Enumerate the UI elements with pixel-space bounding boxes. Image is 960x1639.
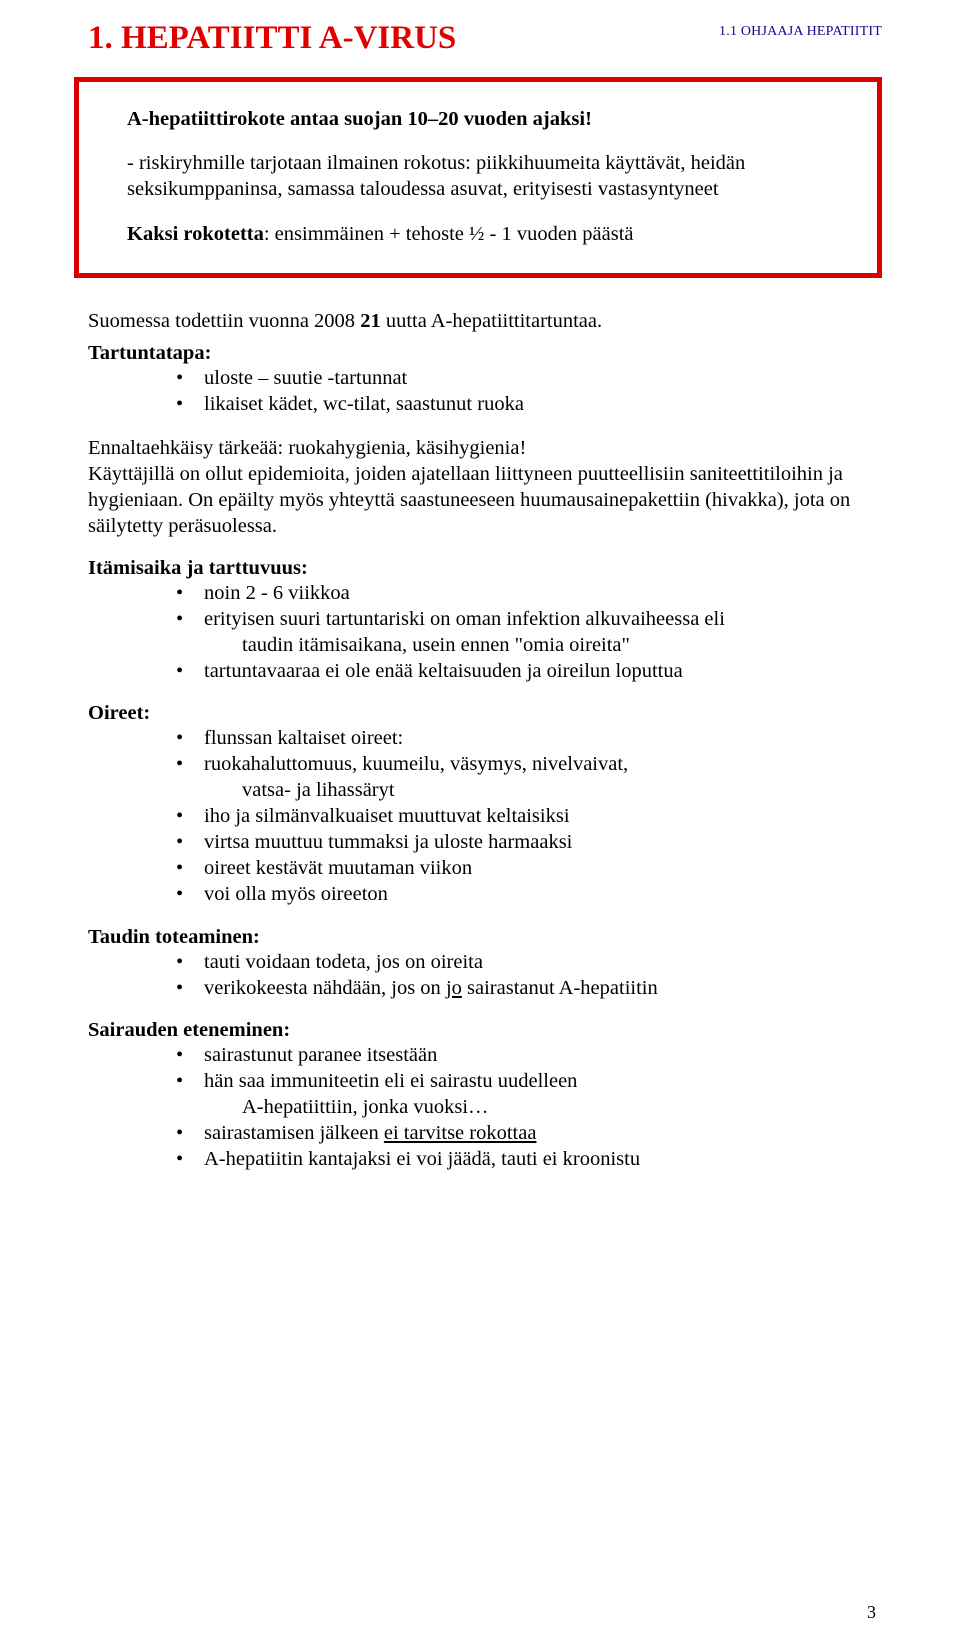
section-itamis-label: Itämisaika ja tarttuvuus: [88, 557, 884, 580]
page-number: 3 [867, 1602, 876, 1623]
ennalta-paragraph: Ennaltaehkäisy tärkeää: ruokahygienia, k… [88, 435, 884, 539]
list-item: sairastunut paranee itsestään [88, 1042, 884, 1068]
list-item: A-hepatiitin kantajaksi ei voi jäädä, ta… [88, 1146, 884, 1172]
section-toteaminen-label: Taudin toteaminen: [88, 926, 884, 949]
box-p1-post: 20 vuoden ajaksi! [438, 108, 592, 130]
header-row: 1. HEPATIITTI A-VIRUS 1.1 OHJAAJA HEPATI… [88, 20, 884, 57]
box-p1: A-hepatiittirokote antaa suojan 10–20 vu… [127, 106, 849, 132]
page-title: 1. HEPATIITTI A-VIRUS [88, 20, 456, 57]
list-item: likaiset kädet, wc-tilat, saastunut ruok… [88, 391, 884, 417]
intro-text-b: uutta A-hepatiittitartuntaa. [381, 310, 602, 332]
list-item: uloste – suutie -tartunnat [88, 365, 884, 391]
list-item: noin 2 - 6 viikkoa [88, 580, 884, 606]
list-item: oireet kestävät muutaman viikon [88, 855, 884, 881]
intro-bold: 21 [360, 310, 381, 332]
box-p1-pre: A-hepatiittirokote antaa suojan 10 [127, 108, 428, 130]
list-item: tartuntavaaraa ei ole enää keltaisuuden … [88, 658, 884, 684]
intro-paragraph: Suomessa todettiin vuonna 2008 21 uutta … [88, 308, 884, 334]
box-p3: Kaksi rokotetta: ensimmäinen + tehoste ½… [127, 221, 849, 247]
section-eteneminen-label: Sairauden eteneminen: [88, 1019, 884, 1042]
toteaminen-list: tauti voidaan todeta, jos on oireitaveri… [88, 949, 884, 1001]
box-p2: - riskiryhmille tarjotaan ilmainen rokot… [127, 150, 849, 202]
section-tartuntatapa-label: Tartuntatapa: [88, 342, 884, 365]
underlined-text: ei tarvitse rokottaa [384, 1122, 537, 1144]
itamis-list: noin 2 - 6 viikkoaerityisen suuri tartun… [88, 580, 884, 684]
list-item: verikokeesta nähdään, jos on jo sairasta… [88, 975, 884, 1001]
highlight-box: A-hepatiittirokote antaa suojan 10–20 vu… [74, 77, 882, 278]
box-p3-rest: : ensimmäinen + tehoste ½ - 1 vuoden pää… [264, 223, 634, 245]
underlined-text: jo [446, 977, 462, 999]
list-item: flunssan kaltaiset oireet: [88, 725, 884, 751]
eteneminen-list: sairastunut paranee itsestäänhän saa imm… [88, 1042, 884, 1172]
list-item: sairastamisen jälkeen ei tarvitse rokott… [88, 1120, 884, 1146]
list-item: hän saa immuniteetin eli ei sairastu uud… [88, 1068, 884, 1120]
document-page: 1. HEPATIITTI A-VIRUS 1.1 OHJAAJA HEPATI… [0, 0, 960, 1639]
list-item: iho ja silmänvalkuaiset muuttuvat keltai… [88, 803, 884, 829]
tartuntatapa-list: uloste – suutie -tartunnatlikaiset kädet… [88, 365, 884, 417]
list-item: voi olla myös oireeton [88, 881, 884, 907]
box-p3-bold: Kaksi rokotetta [127, 223, 264, 245]
oireet-list: flunssan kaltaiset oireet:ruokahaluttomu… [88, 725, 884, 907]
list-item-sub: A-hepatiittiin, jonka vuoksi… [204, 1094, 884, 1120]
intro-text-a: Suomessa todettiin vuonna 2008 [88, 310, 360, 332]
header-meta: 1.1 OHJAAJA HEPATIITIT [719, 24, 882, 40]
list-item: virtsa muuttuu tummaksi ja uloste harmaa… [88, 829, 884, 855]
section-oireet-label: Oireet: [88, 702, 884, 725]
list-item: tauti voidaan todeta, jos on oireita [88, 949, 884, 975]
list-item-sub: taudin itämisaikana, usein ennen "omia o… [204, 632, 884, 658]
list-item: erityisen suuri tartuntariski on oman in… [88, 606, 884, 658]
list-item: ruokahaluttomuus, kuumeilu, väsymys, niv… [88, 751, 884, 803]
list-item-sub: vatsa- ja lihassäryt [204, 777, 884, 803]
